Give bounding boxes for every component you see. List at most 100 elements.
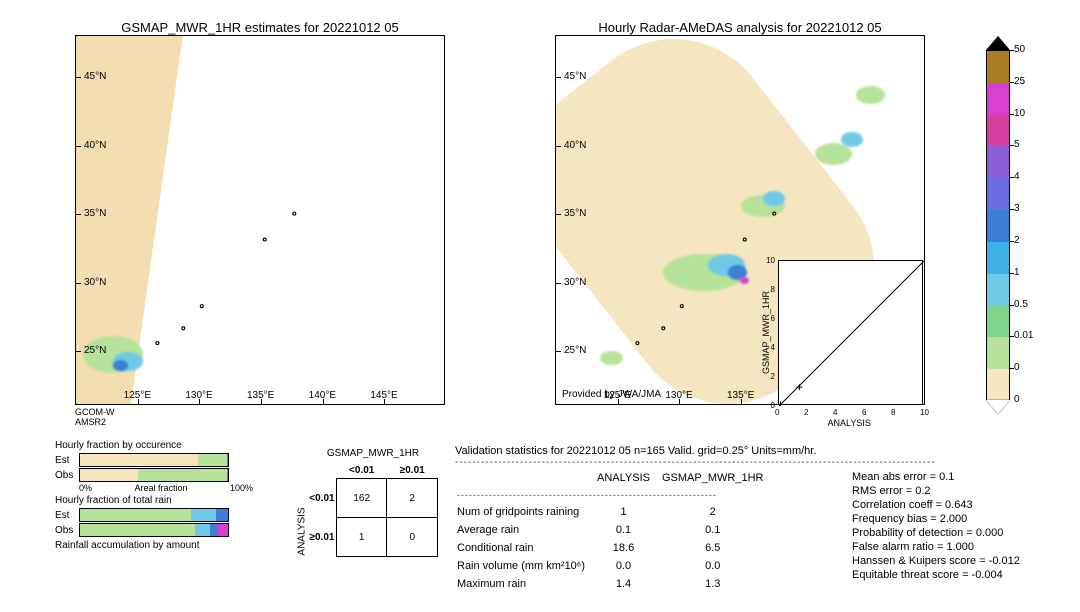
bar-segment <box>80 469 138 481</box>
bar-segment <box>138 469 227 481</box>
colorbar-tick-label: 5 <box>1014 139 1020 150</box>
bar-row <box>79 508 229 522</box>
lat-tick-label: 35°N <box>564 208 586 219</box>
contingency-row-label: <0.01 <box>308 479 336 518</box>
colorbar-segment <box>987 210 1009 242</box>
validation-val-b: 1.3 <box>662 576 773 592</box>
fraction-barcharts: Hourly fraction by occurenceEstObs0%Area… <box>55 438 253 553</box>
bar-row <box>79 468 229 482</box>
contingency-col-label: ≥0.01 <box>387 462 438 479</box>
bar-segment <box>80 509 191 521</box>
bar-segment <box>191 509 216 521</box>
colorbar-tick-label: 2 <box>1014 235 1020 246</box>
contingency-row-label: ≥0.01 <box>308 518 336 557</box>
contingency-cell: 1 <box>336 518 387 557</box>
validation-col1: ANALYSIS <box>597 470 660 486</box>
colorbar-bar <box>986 50 1010 400</box>
validation-row-label: Num of gridpoints raining <box>457 504 595 520</box>
colorbar-segment <box>987 306 1009 338</box>
metric-row: Frequency bias = 2.000 <box>852 512 1020 526</box>
lat-tick-label: 30°N <box>84 277 106 288</box>
scatter-xtick: 0 <box>775 408 779 417</box>
colorbar-tick-label: 0 <box>1014 362 1020 373</box>
colorbar-tick-label: 4 <box>1014 171 1020 182</box>
bar-segment <box>198 454 226 466</box>
colorbar-tick-label: 10 <box>1014 108 1025 119</box>
scatter-xlabel: ANALYSIS <box>828 418 871 428</box>
colorbar-tick-label: 3 <box>1014 203 1020 214</box>
coastline <box>76 36 445 405</box>
left-map: 45°N40°N35°N30°N25°N125°E130°E135°E140°E… <box>75 35 445 405</box>
validation-val-a: 18.6 <box>597 540 660 556</box>
contingency-grid: <0.01≥0.01<0.011622≥0.0110 <box>308 462 438 557</box>
contingency-cell: 2 <box>387 479 438 518</box>
metric-row: Equitable threat score = -0.004 <box>852 568 1020 582</box>
sensor-label: AMSR2 <box>75 417 106 427</box>
validation-col2: GSMAP_MWR_1HR <box>662 470 773 486</box>
scatter-xtick: 10 <box>920 408 929 417</box>
colorbar-tick-label: 25 <box>1014 76 1025 87</box>
score-metrics: Mean abs error = 0.1RMS error = 0.2Corre… <box>852 470 1020 582</box>
lat-tick-label: 45°N <box>564 71 586 82</box>
validation-val-a: 1 <box>597 504 660 520</box>
validation-row-label: Average rain <box>457 522 595 538</box>
colorbar-tick-label: 0 <box>1014 394 1020 405</box>
validation-val-b: 0.0 <box>662 558 773 574</box>
validation-val-a: 0.1 <box>597 522 660 538</box>
validation-row-label: Rain volume (mm km²10⁶) <box>457 558 595 574</box>
scatter-inset: 00224466881010ANALYSISGSMAP_MWR_1HR <box>778 260 923 405</box>
colorbar-segment <box>987 242 1009 274</box>
metric-row: Correlation coeff = 0.643 <box>852 498 1020 512</box>
scatter-ytick: 6 <box>771 314 775 323</box>
metric-row: Hanssen & Kuipers score = -0.012 <box>852 554 1020 568</box>
lat-tick-label: 30°N <box>564 277 586 288</box>
colorbar-segment <box>987 337 1009 369</box>
validation-val-b: 2 <box>662 504 773 520</box>
contingency-row-axis: ANALYSIS <box>297 507 308 555</box>
axis-right: 100% <box>230 483 253 493</box>
colorbar-tick-label: 0.01 <box>1014 330 1033 341</box>
bar-segment <box>195 524 210 536</box>
axis-mid: Areal fraction <box>92 483 230 493</box>
colorbar-segment <box>987 146 1009 178</box>
scatter-xtick: 6 <box>862 408 866 417</box>
validation-header: Validation statistics for 20221012 05 n=… <box>455 445 936 457</box>
scatter-ytick: 8 <box>771 285 775 294</box>
metric-row: Mean abs error = 0.1 <box>852 470 1020 484</box>
bar-row-label: Obs <box>55 470 79 481</box>
lat-tick-label: 25°N <box>564 345 586 356</box>
scatter-ytick: 10 <box>766 256 775 265</box>
lat-tick-label: 40°N <box>84 140 106 151</box>
satellite-label: GCOM-W <box>75 407 115 417</box>
contingency-cell: 0 <box>387 518 438 557</box>
colorbar-bottom-arrow <box>986 400 1010 414</box>
colorbar-tick-label: 1 <box>1014 267 1020 278</box>
scatter-ytick: 4 <box>771 343 775 352</box>
validation-val-a: 1.4 <box>597 576 660 592</box>
contingency-table: GSMAP_MWR_1HRANALYSIS<0.01≥0.01<0.011622… <box>280 448 438 459</box>
bar-row <box>79 523 229 537</box>
scatter-ytick: 2 <box>771 372 775 381</box>
lat-tick-label: 25°N <box>84 345 106 356</box>
metric-row: Probability of detection = 0.000 <box>852 526 1020 540</box>
scatter-ytick: 0 <box>771 401 775 410</box>
validation-val-b: 6.5 <box>662 540 773 556</box>
bar-segment <box>80 454 198 466</box>
colorbar-segment <box>987 274 1009 306</box>
validation-val-a: 0.0 <box>597 558 660 574</box>
scatter-xtick: 2 <box>804 408 808 417</box>
contingency-cell: 162 <box>336 479 387 518</box>
bar-segment <box>216 509 228 521</box>
colorbar-top-arrow <box>986 36 1010 50</box>
scatter-xtick: 8 <box>891 408 895 417</box>
left-map-title: GSMAP_MWR_1HR estimates for 20221012 05 <box>75 20 445 35</box>
lat-tick-label: 45°N <box>84 71 106 82</box>
colorbar-segment <box>987 83 1009 115</box>
validation-row-label: Conditional rain <box>457 540 595 556</box>
contingency-title: GSMAP_MWR_1HR <box>308 448 438 459</box>
bar-row-label: Obs <box>55 525 79 536</box>
scatter-ylabel: GSMAP_MWR_1HR <box>761 290 771 373</box>
bar-row-label: Est <box>55 455 79 466</box>
lat-tick-label: 40°N <box>564 140 586 151</box>
colorbar-tick-label: 50 <box>1014 44 1025 55</box>
